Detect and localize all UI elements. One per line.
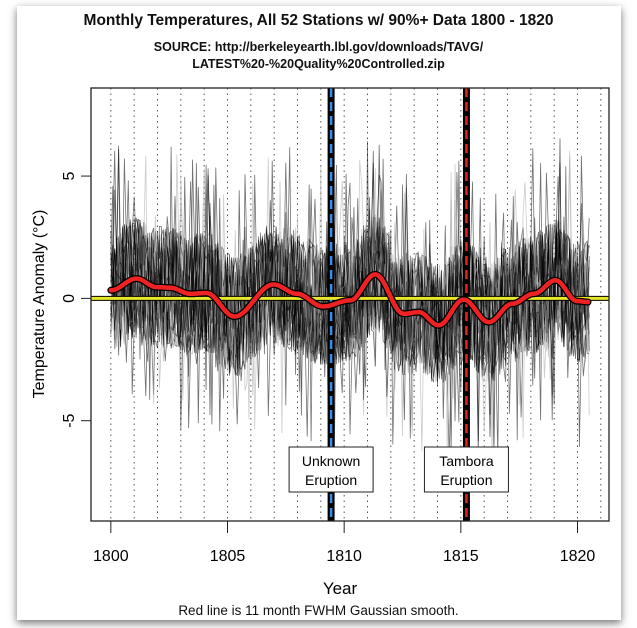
x-axis-label: Year xyxy=(323,579,358,598)
y-tick-label: -5 xyxy=(61,413,78,427)
y-tick-label: 5 xyxy=(61,172,78,181)
y-axis-label: Temperature Anomaly (°C) xyxy=(31,210,48,399)
x-tick-label: 1820 xyxy=(560,548,596,565)
station-series xyxy=(110,183,590,453)
x-tick-label: 1805 xyxy=(210,548,246,565)
chart-title: Monthly Temperatures, All 52 Stations w/… xyxy=(83,12,554,29)
event-label-line2: Eruption xyxy=(440,472,492,488)
chart-caption: Red line is 11 month FWHM Gaussian smoot… xyxy=(178,603,459,618)
y-tick-label: 0 xyxy=(61,294,78,303)
event-label-box xyxy=(288,446,374,493)
event-label-line2: Eruption xyxy=(305,472,357,488)
smooth-line xyxy=(108,272,591,328)
chart-subtitle-line2: LATEST%20-%20Quality%20Controlled.zip xyxy=(192,57,445,71)
station-series xyxy=(110,160,590,437)
event-label-line1: Tambora xyxy=(439,453,494,469)
event-label-line1: Unknown xyxy=(302,453,360,469)
x-tick-label: 1810 xyxy=(326,548,362,565)
event-label-box xyxy=(423,446,509,493)
chart-subtitle-line1: SOURCE: http://berkeleyearth.lbl.gov/dow… xyxy=(153,40,484,54)
station-series xyxy=(110,150,590,453)
x-tick-label: 1800 xyxy=(93,548,129,565)
x-tick-label: 1815 xyxy=(443,548,479,565)
plot-frame xyxy=(90,87,610,522)
